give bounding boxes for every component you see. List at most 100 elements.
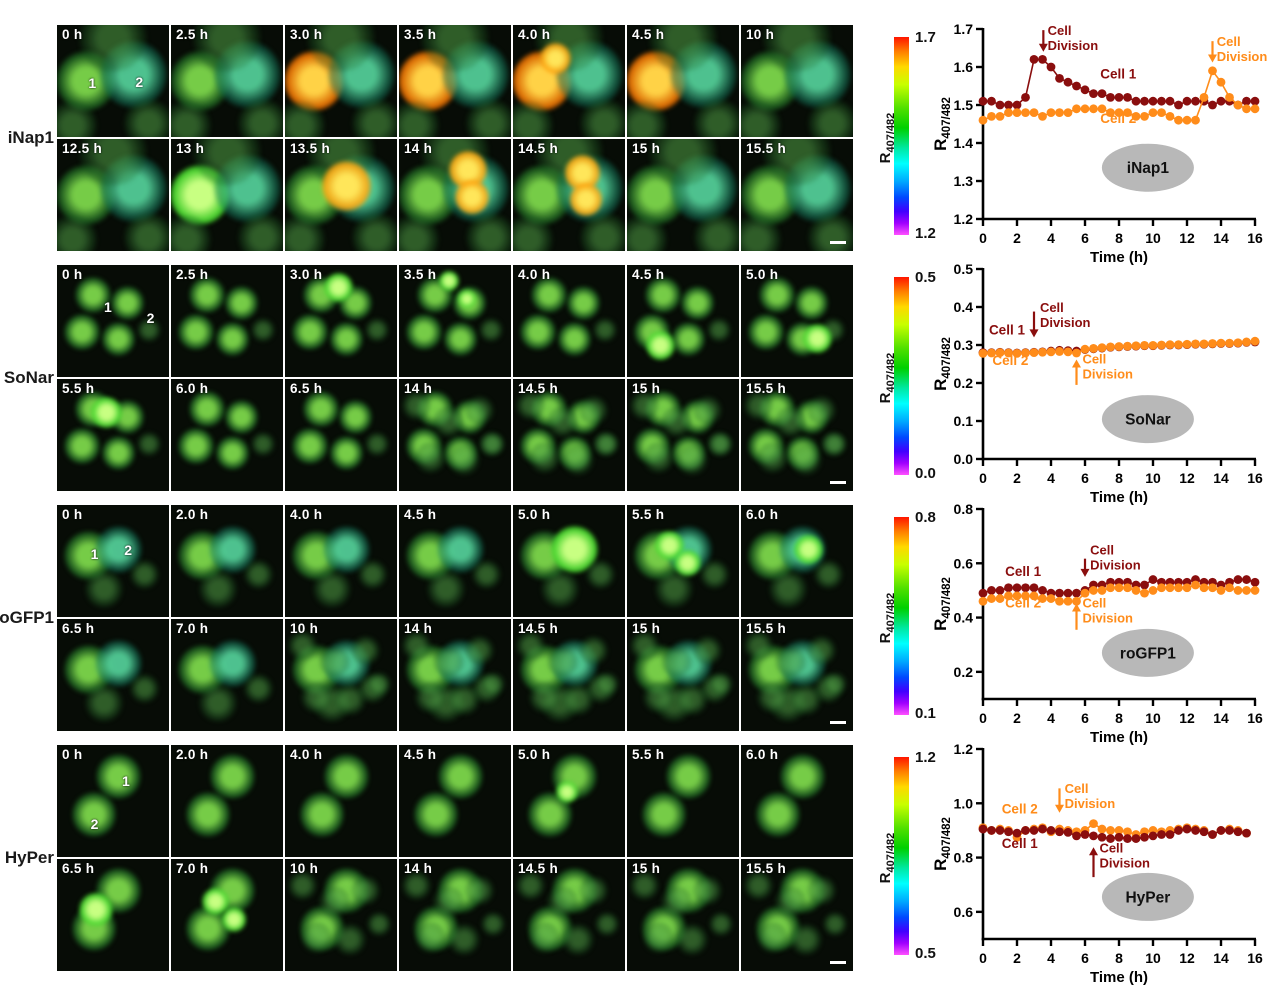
cell-blob bbox=[519, 314, 556, 351]
data-point bbox=[1089, 89, 1098, 98]
y-tick-label: 0.6 bbox=[954, 555, 974, 571]
data-point bbox=[1055, 108, 1064, 117]
micrograph-frame: 14 h bbox=[399, 619, 511, 731]
cell-blob bbox=[594, 671, 620, 697]
division-arrowhead-icon bbox=[1055, 804, 1064, 813]
series-name-label: Cell 2 bbox=[1005, 596, 1041, 611]
frame-time-label: 10 h bbox=[290, 861, 319, 876]
data-point bbox=[1165, 112, 1175, 121]
data-point bbox=[1242, 575, 1251, 584]
cell-blob bbox=[569, 183, 602, 216]
data-point bbox=[1038, 824, 1047, 834]
cell-blob bbox=[288, 871, 318, 901]
cell-blob bbox=[63, 314, 100, 351]
cell-blob bbox=[96, 753, 141, 799]
cell-blob bbox=[555, 780, 578, 804]
frame-time-label: 4.0 h bbox=[518, 27, 551, 42]
frame-time-label: 14 h bbox=[404, 621, 433, 636]
colorbar-max-label: 1.7 bbox=[915, 29, 936, 46]
cell-blob bbox=[110, 286, 145, 320]
frame-time-label: 6.0 h bbox=[176, 381, 209, 396]
data-point bbox=[1072, 104, 1081, 114]
cell-blob bbox=[300, 921, 333, 954]
x-tick-label: 14 bbox=[1213, 710, 1229, 726]
frame-time-label: 15 h bbox=[632, 141, 661, 156]
data-point bbox=[978, 115, 988, 125]
ratio-base: R bbox=[877, 872, 894, 884]
cell-blob bbox=[480, 911, 506, 937]
annotation-text: Cell bbox=[1099, 841, 1123, 856]
frame-time-label: 4.0 h bbox=[290, 747, 323, 762]
ratio-chart: 0.6 0.8 1.0 1.2 0 2 4 6 8 10 12 14 16 Time (h) R407/48… bbox=[931, 741, 1263, 986]
cell-blob bbox=[364, 431, 390, 457]
data-point bbox=[1080, 85, 1090, 95]
cell-blob bbox=[465, 875, 495, 905]
y-tick-label: 0.4 bbox=[954, 299, 974, 315]
sensor-block-sonar: SoNar 0 h 1 2 2.5 h 3.0 h 3.5 h 4.0 h 4.5 h 5.0 h… bbox=[0, 261, 1271, 506]
scale-bar bbox=[830, 961, 846, 964]
cell-blob bbox=[432, 645, 464, 678]
y-tick-label: 1.2 bbox=[954, 741, 974, 757]
x-tick-label: 4 bbox=[1047, 230, 1055, 246]
cell-blob bbox=[808, 98, 853, 137]
x-tick-label: 2 bbox=[1013, 950, 1021, 966]
frame-time-label: 4.0 h bbox=[518, 267, 551, 282]
sensor-badge-ellipse bbox=[1101, 628, 1194, 677]
data-point bbox=[1012, 583, 1022, 593]
cell-blob bbox=[471, 559, 501, 589]
cell-blob bbox=[790, 683, 822, 716]
x-tick-label: 12 bbox=[1179, 710, 1195, 726]
frame-time-label: 14 h bbox=[404, 381, 433, 396]
frame-time-label: 15 h bbox=[632, 621, 661, 636]
micrograph-frame: 14.5 h bbox=[513, 859, 625, 971]
data-point bbox=[1114, 342, 1124, 351]
sensor-name-label: iNap1 bbox=[7, 128, 54, 147]
ratio-axis-label: R407/482 bbox=[933, 337, 953, 391]
colorbar: 1.2 0.5 R407/482 bbox=[862, 749, 972, 971]
data-point bbox=[1089, 819, 1098, 829]
cell-blob bbox=[300, 681, 333, 714]
data-point bbox=[1199, 339, 1209, 349]
colorbar-gradient bbox=[894, 277, 909, 475]
data-point bbox=[1046, 347, 1056, 357]
cell-number-label: 2 bbox=[146, 309, 155, 326]
x-tick-label: 4 bbox=[1047, 950, 1055, 966]
micrograph-frame: 6.0 h bbox=[171, 379, 283, 491]
data-point bbox=[995, 348, 1005, 357]
cell-blob bbox=[594, 911, 620, 937]
data-point bbox=[1097, 586, 1107, 595]
cell-blob bbox=[676, 443, 708, 476]
chart-panel: 0.6 0.8 1.0 1.2 0 2 4 6 8 10 12 14 16 Time (h) R407/48… bbox=[931, 733, 1271, 986]
micrograph-frame: 5.5 h bbox=[627, 745, 739, 857]
x-tick-label: 16 bbox=[1247, 950, 1263, 966]
x-tick-label: 2 bbox=[1013, 470, 1021, 486]
data-point bbox=[1029, 826, 1039, 835]
micrograph-frame: 14 h bbox=[399, 139, 511, 251]
sensor-badge-ellipse bbox=[1101, 395, 1194, 444]
data-point bbox=[1097, 824, 1107, 834]
cell-blob bbox=[224, 400, 259, 434]
data-point bbox=[987, 826, 996, 835]
sensor-badge: SoNar bbox=[1101, 395, 1194, 444]
ratio-axis-base: R bbox=[933, 139, 950, 151]
micrograph-frame: 14.5 h bbox=[513, 139, 625, 251]
cell-blob bbox=[790, 443, 822, 476]
cell-blob bbox=[693, 635, 723, 665]
cell-blob bbox=[402, 871, 432, 901]
colorbar-gradient bbox=[894, 37, 909, 235]
cell-blob bbox=[79, 892, 113, 927]
micrograph-frame: 6.5 h bbox=[57, 859, 169, 971]
data-point bbox=[1250, 336, 1260, 346]
colorbar-max-label: 1.2 bbox=[915, 749, 936, 766]
cell-blob bbox=[660, 885, 692, 918]
data-point bbox=[1114, 826, 1124, 835]
ratio-axis-label: R407/482 bbox=[933, 97, 953, 151]
frame-time-label: 6.0 h bbox=[746, 507, 779, 522]
cell-blob bbox=[808, 212, 853, 251]
data-point bbox=[1148, 575, 1158, 584]
cell-blob bbox=[334, 923, 366, 956]
cell-blob bbox=[530, 277, 567, 314]
data-point bbox=[1106, 108, 1115, 117]
